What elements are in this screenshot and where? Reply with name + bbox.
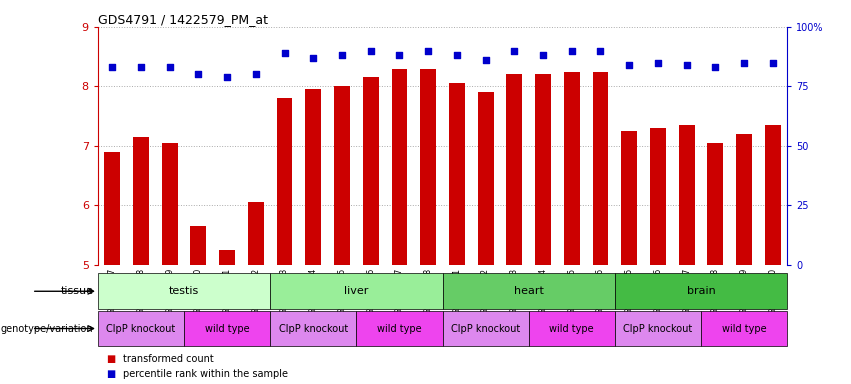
Point: [364, 48, 378, 54]
Text: liver: liver: [344, 286, 368, 296]
Text: genotype/variation: genotype/variation: [1, 323, 94, 334]
Bar: [271, 273, 443, 309]
Bar: [98, 273, 271, 309]
Text: testis: testis: [168, 286, 199, 296]
Bar: [420, 68, 436, 265]
Text: brain: brain: [687, 286, 716, 296]
Bar: [592, 71, 608, 265]
Bar: [679, 125, 694, 265]
Point: [622, 62, 636, 68]
Bar: [98, 311, 184, 346]
Text: ClpP knockout: ClpP knockout: [623, 323, 693, 334]
Bar: [765, 125, 780, 265]
Text: tissue: tissue: [60, 286, 94, 296]
Text: ClpP knockout: ClpP knockout: [106, 323, 175, 334]
Point: [479, 57, 493, 63]
Point: [737, 60, 751, 66]
Bar: [614, 311, 701, 346]
Bar: [701, 311, 787, 346]
Point: [249, 71, 263, 78]
Bar: [650, 128, 665, 265]
Point: [594, 48, 608, 54]
Bar: [248, 202, 264, 265]
Bar: [736, 134, 752, 265]
Point: [536, 52, 550, 58]
Point: [163, 64, 176, 70]
Point: [191, 71, 205, 78]
Point: [565, 48, 579, 54]
Bar: [506, 74, 523, 265]
Bar: [535, 74, 551, 265]
Text: ClpP knockout: ClpP knockout: [451, 323, 520, 334]
Text: ■: ■: [106, 369, 116, 379]
Bar: [277, 98, 293, 265]
Point: [335, 52, 349, 58]
Text: GDS4791 / 1422579_PM_at: GDS4791 / 1422579_PM_at: [98, 13, 268, 26]
Text: percentile rank within the sample: percentile rank within the sample: [123, 369, 288, 379]
Bar: [271, 311, 357, 346]
Point: [421, 48, 435, 54]
Bar: [184, 311, 271, 346]
Bar: [449, 83, 465, 265]
Point: [507, 48, 521, 54]
Point: [766, 60, 780, 66]
Bar: [391, 68, 408, 265]
Point: [392, 52, 406, 58]
Bar: [191, 226, 206, 265]
Point: [651, 60, 665, 66]
Text: heart: heart: [514, 286, 544, 296]
Bar: [363, 78, 379, 265]
Bar: [443, 273, 614, 309]
Point: [134, 64, 148, 70]
Bar: [306, 89, 321, 265]
Bar: [477, 92, 494, 265]
Bar: [133, 137, 149, 265]
Text: ■: ■: [106, 354, 116, 364]
Point: [450, 52, 464, 58]
Text: wild type: wild type: [550, 323, 594, 334]
Bar: [334, 86, 350, 265]
Point: [220, 74, 234, 80]
Bar: [614, 273, 787, 309]
Bar: [621, 131, 637, 265]
Bar: [443, 311, 528, 346]
Bar: [564, 71, 580, 265]
Bar: [707, 143, 723, 265]
Bar: [220, 250, 235, 265]
Text: wild type: wild type: [377, 323, 422, 334]
Text: wild type: wild type: [205, 323, 249, 334]
Bar: [357, 311, 443, 346]
Point: [709, 64, 722, 70]
Point: [277, 50, 291, 56]
Point: [680, 62, 694, 68]
Bar: [105, 152, 120, 265]
Bar: [162, 143, 178, 265]
Text: wild type: wild type: [722, 323, 767, 334]
Text: ClpP knockout: ClpP knockout: [278, 323, 348, 334]
Text: transformed count: transformed count: [123, 354, 214, 364]
Point: [306, 55, 320, 61]
Point: [106, 64, 119, 70]
Bar: [528, 311, 614, 346]
